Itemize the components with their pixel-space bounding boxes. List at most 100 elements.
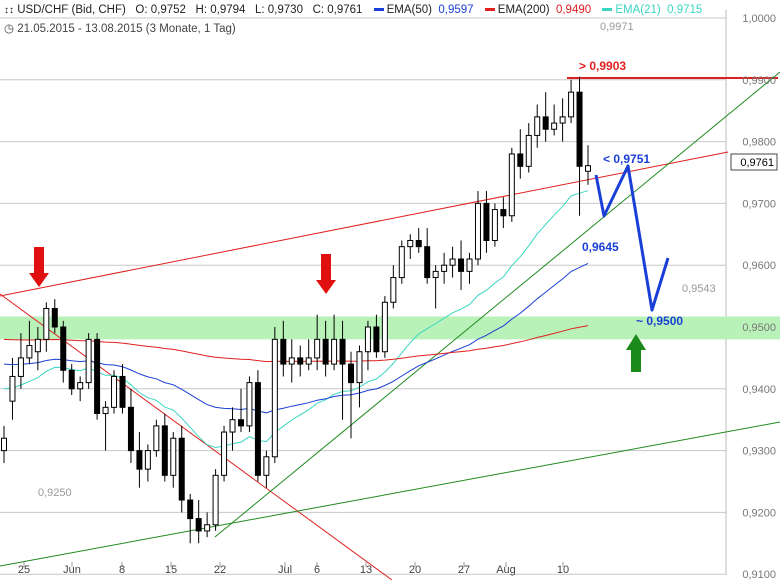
candle [568,79,575,124]
up-arrow-icon [626,334,646,372]
current-price-label: 0,9761 [740,157,774,169]
candle [466,252,473,284]
candle [195,500,202,544]
candle-body [441,264,448,272]
ema200-label: EMA(200) [497,4,550,16]
candle-body [26,345,33,359]
candle [144,444,151,482]
ema200-swatch [484,8,495,12]
ema200-line [3,325,589,363]
candle-body [170,437,177,476]
candle-body [474,202,481,260]
projection-top-label: < 0,9751 [603,152,650,166]
candle [212,469,219,531]
candle-body [77,382,84,390]
candle [43,302,50,352]
candle-body [339,338,346,365]
candle-body [17,357,24,377]
symbol: USD/CHF (Bid, CHF) [17,4,126,16]
candle-body [229,419,236,433]
projection-path [594,164,670,312]
annotations: 0,9971 0,9250 0,9543 > 0,9903 < 0,9751 0,9645… [38,21,778,499]
down-arrow-icon [316,254,336,294]
candle-body [1,437,7,452]
header-row-2: ◷ 21.05.2015 - 13.08.2015 (3 Monate, 1 T… [4,21,236,35]
x-tick-label: 22 [214,564,226,576]
candle-body [127,406,134,452]
x-axis-labels: 25 Jun 8 15 22 Jul 6 13 20 27 Aug 10 [18,562,569,576]
open-value: O: 0,9752 [135,4,186,16]
candle [500,197,507,229]
candle [305,339,312,371]
candle-body [356,351,363,384]
candle [415,228,422,253]
candle [491,203,498,247]
candle [534,104,541,148]
candle [297,345,304,377]
y-tick-label: 0,9800 [742,137,776,149]
candle [517,129,524,179]
candle-body [424,246,431,279]
candle [237,388,244,433]
ema50-swatch [373,8,384,12]
candle-body [237,419,244,427]
candle-body [246,382,253,427]
y-tick-label: 0,9900 [742,75,776,87]
candle [221,425,228,482]
projection-zigzag [594,164,670,312]
candle [542,92,549,142]
candle [68,364,75,395]
candle [204,512,211,538]
candle-body [322,338,329,365]
candle-body [542,116,549,130]
x-tick-label: 13 [360,564,372,576]
y-tick-label: 0,9500 [742,322,776,334]
candle [161,413,168,482]
clock-icon: ◷ [4,23,15,35]
candle-body [500,209,507,217]
candle-body [348,363,355,384]
candle [136,432,143,488]
candle [381,296,388,358]
candle-body [305,357,312,365]
candle-body [398,246,405,279]
candle [51,299,58,334]
candle [322,320,329,377]
candle [458,240,465,290]
candle [314,314,321,371]
candle-body [517,153,524,167]
candle [26,320,33,365]
candle-body [297,357,304,365]
candle [60,320,67,383]
y-axis-labels: 1,0000 0,9900 0,9800 0,9700 0,9600 0,9500 0,94… [742,13,776,580]
support-zone [0,316,780,340]
candle [153,419,160,457]
candle-body [483,202,490,241]
candle-body [102,406,109,415]
candle [9,357,16,420]
candle [331,314,338,371]
candle [246,376,253,433]
downtrend-line-long [0,151,729,297]
candle [508,147,515,222]
x-tick-label: 25 [18,564,30,576]
candle-body [381,301,388,353]
candle [551,104,558,136]
grid-lines [0,10,727,575]
candle-body [254,382,261,476]
y-tick-label: 0,9100 [742,569,776,580]
close-value: C: 0,9761 [312,4,363,16]
header-row-1: ↕↕ USD/CHF (Bid, CHF) O: 0,9752 H: 0,979… [4,4,702,16]
down-arrow-icon [29,247,49,287]
x-tick-label: 6 [314,564,320,576]
date-range: 21.05.2015 - 13.08.2015 (3 Monate, 1 Tag… [17,23,236,35]
candle-body [407,239,414,248]
candle-body [551,122,558,130]
candle-body [449,258,456,266]
x-tick-label: Aug [496,564,516,576]
y-tick-label: 0,9700 [742,198,776,210]
signal-arrows [29,247,646,372]
candle-body [568,91,575,118]
candle [102,401,109,451]
